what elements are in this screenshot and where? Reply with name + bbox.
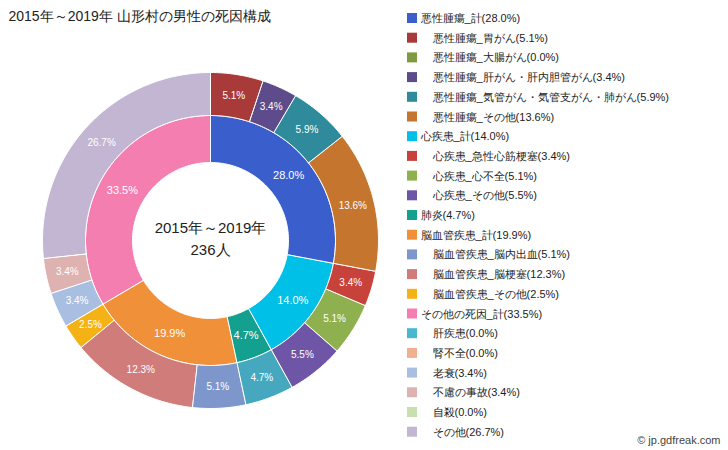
svg-text:脳血管疾患_計(19.9%): 脳血管疾患_計(19.9%) [421,229,532,241]
svg-text:心疾患_計(14.0%): 心疾患_計(14.0%) [420,130,510,142]
svg-text:悪性腫瘍_その他(13.6%): 悪性腫瘍_その他(13.6%) [432,111,555,123]
svg-text:2.5%: 2.5% [79,319,102,330]
svg-text:心疾患_心不全(5.1%): 心疾患_心不全(5.1%) [432,170,538,182]
svg-text:3.4%: 3.4% [66,295,89,306]
svg-text:悪性腫瘍_肝がん・肝内胆管がん(3.4%): 悪性腫瘍_肝がん・肝内胆管がん(3.4%) [432,71,626,83]
svg-text:悪性腫瘍_計(28.0%): 悪性腫瘍_計(28.0%) [420,12,521,24]
svg-text:4.7%: 4.7% [234,329,259,341]
svg-text:その他の死因_計(33.5%): その他の死因_計(33.5%) [421,308,543,320]
svg-text:3.4%: 3.4% [56,266,79,277]
svg-text:悪性腫瘍_大腸がん(0.0%): 悪性腫瘍_大腸がん(0.0%) [432,51,560,63]
svg-text:5.1%: 5.1% [206,381,229,392]
svg-text:2015年～2019年 山形村の男性の死因構成: 2015年～2019年 山形村の男性の死因構成 [9,8,271,24]
svg-text:脳血管疾患_脳梗塞(12.3%): 脳血管疾患_脳梗塞(12.3%) [433,268,566,280]
svg-text:脳血管疾患_脳内出血(5.1%): 脳血管疾患_脳内出血(5.1%) [433,248,571,260]
svg-text:26.7%: 26.7% [87,137,115,148]
svg-text:悪性腫瘍_胃がん(5.1%): 悪性腫瘍_胃がん(5.1%) [432,32,549,44]
svg-text:4.7%: 4.7% [250,372,273,383]
svg-text:5.1%: 5.1% [222,90,245,101]
svg-text:心疾患_急性心筋梗塞(3.4%): 心疾患_急性心筋梗塞(3.4%) [432,150,571,162]
svg-text:3.4%: 3.4% [339,277,362,288]
svg-text:19.9%: 19.9% [154,327,185,339]
svg-text:2015年～2019年: 2015年～2019年 [155,219,267,236]
svg-text:236人: 236人 [190,241,230,258]
svg-text:5.5%: 5.5% [291,349,314,360]
svg-text:不慮の事故(3.4%): 不慮の事故(3.4%) [433,386,520,398]
svg-text:悪性腫瘍_気管がん・気管支がん・肺がん(5.9%): 悪性腫瘍_気管がん・気管支がん・肺がん(5.9%) [432,91,670,103]
svg-text:© jp.gdfreak.com: © jp.gdfreak.com [637,434,720,446]
svg-text:心疾患_その他(5.5%): 心疾患_その他(5.5%) [432,189,538,201]
svg-text:その他(26.7%): その他(26.7%) [433,426,505,438]
svg-text:28.0%: 28.0% [273,169,304,181]
svg-text:3.4%: 3.4% [260,101,283,112]
svg-text:肝疾患(0.0%): 肝疾患(0.0%) [433,327,498,339]
svg-text:5.9%: 5.9% [296,124,319,135]
svg-text:自殺(0.0%): 自殺(0.0%) [433,406,487,418]
svg-text:5.1%: 5.1% [323,313,346,324]
svg-text:12.3%: 12.3% [127,364,155,375]
svg-text:14.0%: 14.0% [277,293,308,305]
svg-text:腎不全(0.0%): 腎不全(0.0%) [433,347,498,359]
svg-text:肺炎(4.7%): 肺炎(4.7%) [421,209,475,221]
svg-text:33.5%: 33.5% [107,184,138,196]
svg-text:老衰(3.4%): 老衰(3.4%) [433,367,487,379]
svg-text:13.6%: 13.6% [339,200,367,211]
svg-text:脳血管疾患_その他(2.5%): 脳血管疾患_その他(2.5%) [433,288,560,300]
